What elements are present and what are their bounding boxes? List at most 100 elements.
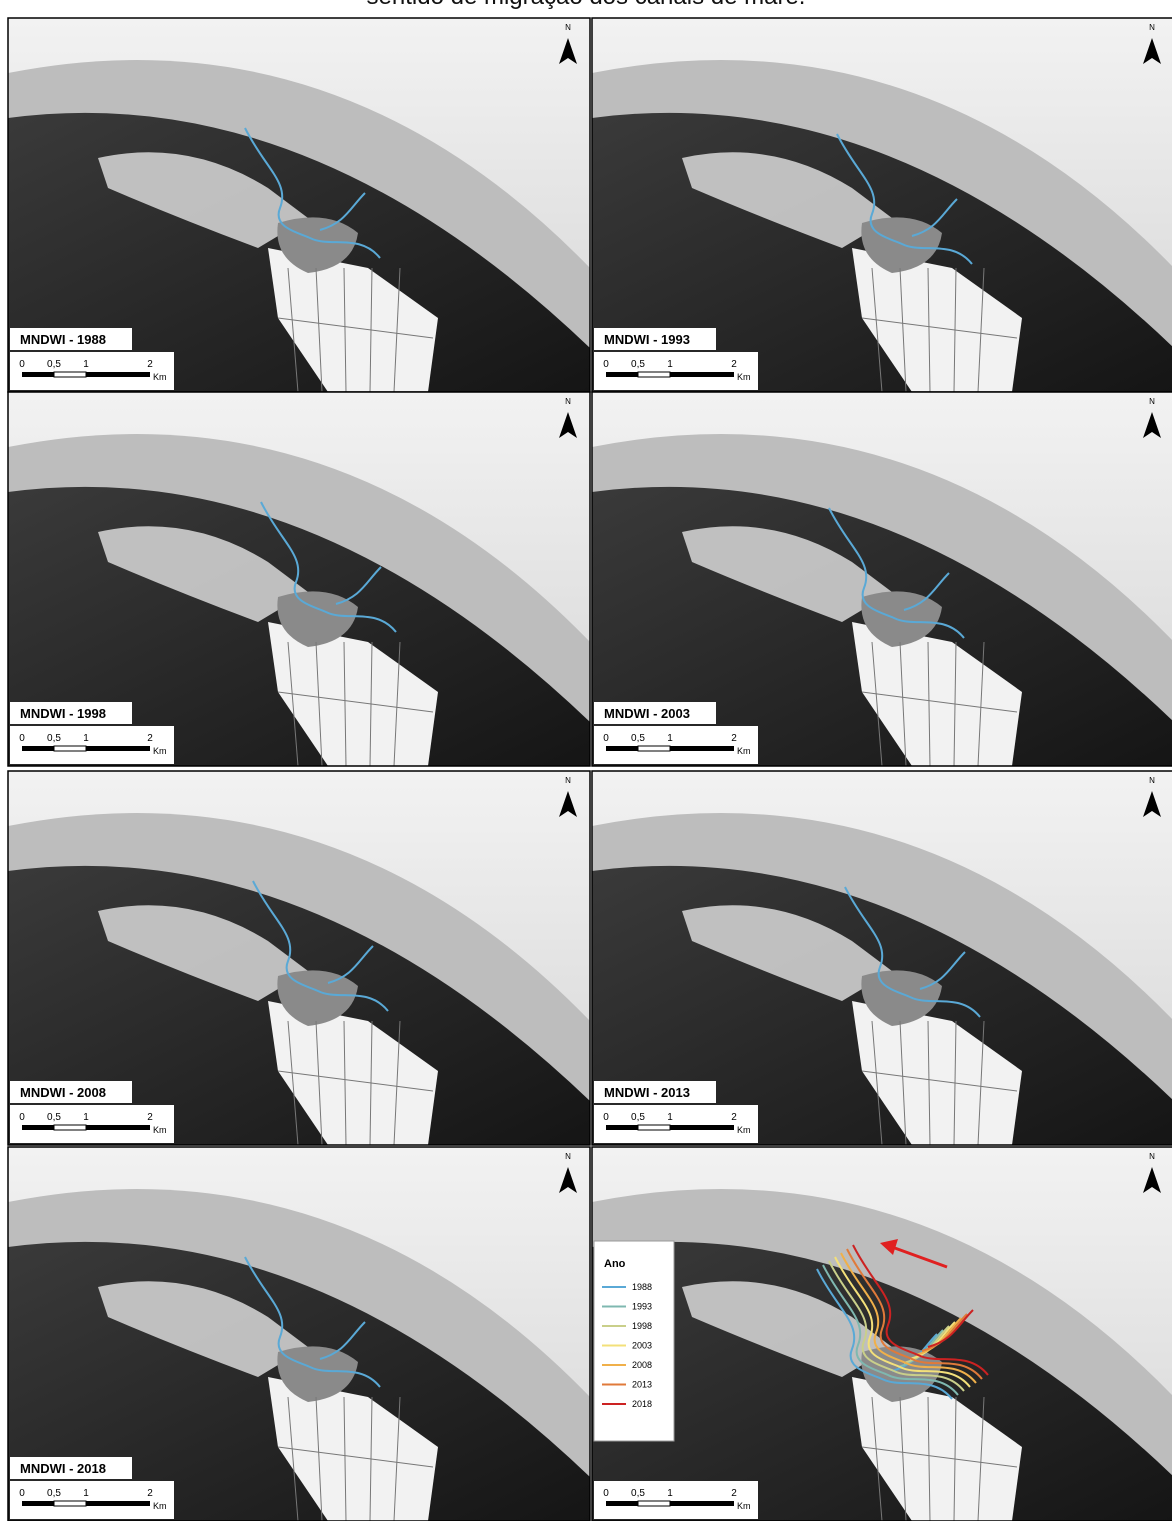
map-panel: MNDWI - 2003 N 0 0,5 1 2Km <box>591 391 1172 767</box>
pond-divider <box>861 1070 1018 1092</box>
map-panel: MNDWI - 2008 N 0 0,5 1 2Km <box>7 770 591 1146</box>
pond-divider <box>871 1020 883 1146</box>
scale-label: 0,5 <box>631 733 645 744</box>
panel-label-box <box>594 328 716 350</box>
scale-label: 2 <box>147 733 153 744</box>
lagoon <box>861 970 942 1026</box>
salt-marsh <box>98 152 308 248</box>
pond-divider <box>393 641 401 767</box>
north-label: N <box>1149 1152 1155 1161</box>
scale-label: 1 <box>83 733 89 744</box>
tidal-channel <box>911 198 958 237</box>
lagoon <box>861 591 942 647</box>
pond-divider <box>393 267 401 393</box>
tidal-channel <box>852 1244 989 1376</box>
map-panel: MNDWI - 1993 N 0 0,5 1 2Km <box>591 17 1172 393</box>
panel-label-box <box>10 702 132 724</box>
scale-label: 0 <box>603 1488 609 1499</box>
scale-bar <box>670 746 734 751</box>
scale-bar <box>22 1125 54 1130</box>
scale-label: 0 <box>603 1112 609 1123</box>
scale-bar <box>22 746 54 751</box>
scale-box <box>594 1105 758 1143</box>
pond-divider <box>393 1020 401 1146</box>
scale-box <box>10 1105 174 1143</box>
scale-bar <box>637 1124 671 1131</box>
pond-divider <box>899 641 907 767</box>
panel-label: MNDWI - 2013 <box>604 1085 690 1100</box>
panel-frame <box>7 391 591 767</box>
scale-bar <box>53 1124 87 1131</box>
legend-label: 1988 <box>632 1282 652 1292</box>
scale-label: 0,5 <box>47 733 61 744</box>
scale-bar <box>606 372 638 377</box>
pond-divider <box>315 641 323 767</box>
tidal-channel <box>252 880 389 1012</box>
scale-bar <box>86 746 150 751</box>
pond-divider <box>277 1070 434 1092</box>
north-arrow <box>559 412 577 438</box>
pond-divider <box>277 1446 434 1468</box>
salt-marsh <box>98 526 308 622</box>
scale-bar <box>606 1501 638 1506</box>
pond-divider <box>315 267 323 393</box>
scale-label: 2 <box>147 1488 153 1499</box>
map-panel: MNDWI - 1988 N 0 0,5 1 2Km <box>7 17 591 393</box>
pond-divider <box>977 1020 985 1146</box>
north-label: N <box>1149 397 1155 406</box>
scale-label: 0 <box>19 733 25 744</box>
tidal-channel <box>903 572 950 611</box>
tidal-channel <box>244 1256 381 1388</box>
migration-arrow-head <box>880 1239 898 1255</box>
legend-label: 2013 <box>632 1380 652 1390</box>
scale-label: 1 <box>667 1488 673 1499</box>
scale-box <box>594 726 758 764</box>
pond-divider <box>977 1396 985 1522</box>
pond-divider <box>287 641 299 767</box>
north-label: N <box>1149 776 1155 785</box>
legend-box <box>593 1240 675 1442</box>
scale-bar <box>22 1501 54 1506</box>
tidal-channel <box>840 1252 977 1384</box>
scale-box <box>10 352 174 390</box>
salt-marsh <box>682 152 892 248</box>
scale-label: 1 <box>83 359 89 370</box>
scale-label: 0 <box>603 733 609 744</box>
scale-box <box>594 1481 758 1519</box>
panel-label: MNDWI - 2003 <box>604 706 690 721</box>
pond-divider <box>287 267 299 393</box>
panel-frame <box>591 770 1172 1146</box>
panel-label: MNDWI - 2018 <box>20 1461 106 1476</box>
pond-divider <box>899 267 907 393</box>
legend-title: Ano <box>604 1258 626 1270</box>
legend-label: 1993 <box>632 1302 652 1312</box>
scale-label: 2 <box>731 733 737 744</box>
panel-label: MNDWI - 1993 <box>604 332 690 347</box>
north-label: N <box>565 23 571 32</box>
pond-divider <box>927 1020 931 1146</box>
scale-bar <box>86 372 150 377</box>
scale-label: 2 <box>731 359 737 370</box>
north-arrow <box>1143 412 1161 438</box>
scale-label: 0,5 <box>47 359 61 370</box>
scale-bar <box>670 372 734 377</box>
tidal-channel <box>927 1309 974 1348</box>
salt-marsh <box>98 905 308 1001</box>
panel-frame <box>591 391 1172 767</box>
tidal-channel <box>335 566 382 605</box>
scale-label: 1 <box>667 1112 673 1123</box>
scale-box <box>594 352 758 390</box>
migration-arrow <box>891 1245 948 1269</box>
north-label: N <box>565 776 571 785</box>
pond-divider <box>393 1396 401 1522</box>
salt-marsh <box>682 905 892 1001</box>
tidal-channel <box>915 1317 962 1356</box>
scale-label: 2 <box>731 1488 737 1499</box>
panel-label-box <box>10 328 132 350</box>
legend-label: 2018 <box>632 1399 652 1409</box>
north-arrow <box>559 791 577 817</box>
north-label: N <box>1149 23 1155 32</box>
pond-divider <box>287 1396 299 1522</box>
tidal-channel <box>921 1313 968 1352</box>
pond-divider <box>287 1020 299 1146</box>
